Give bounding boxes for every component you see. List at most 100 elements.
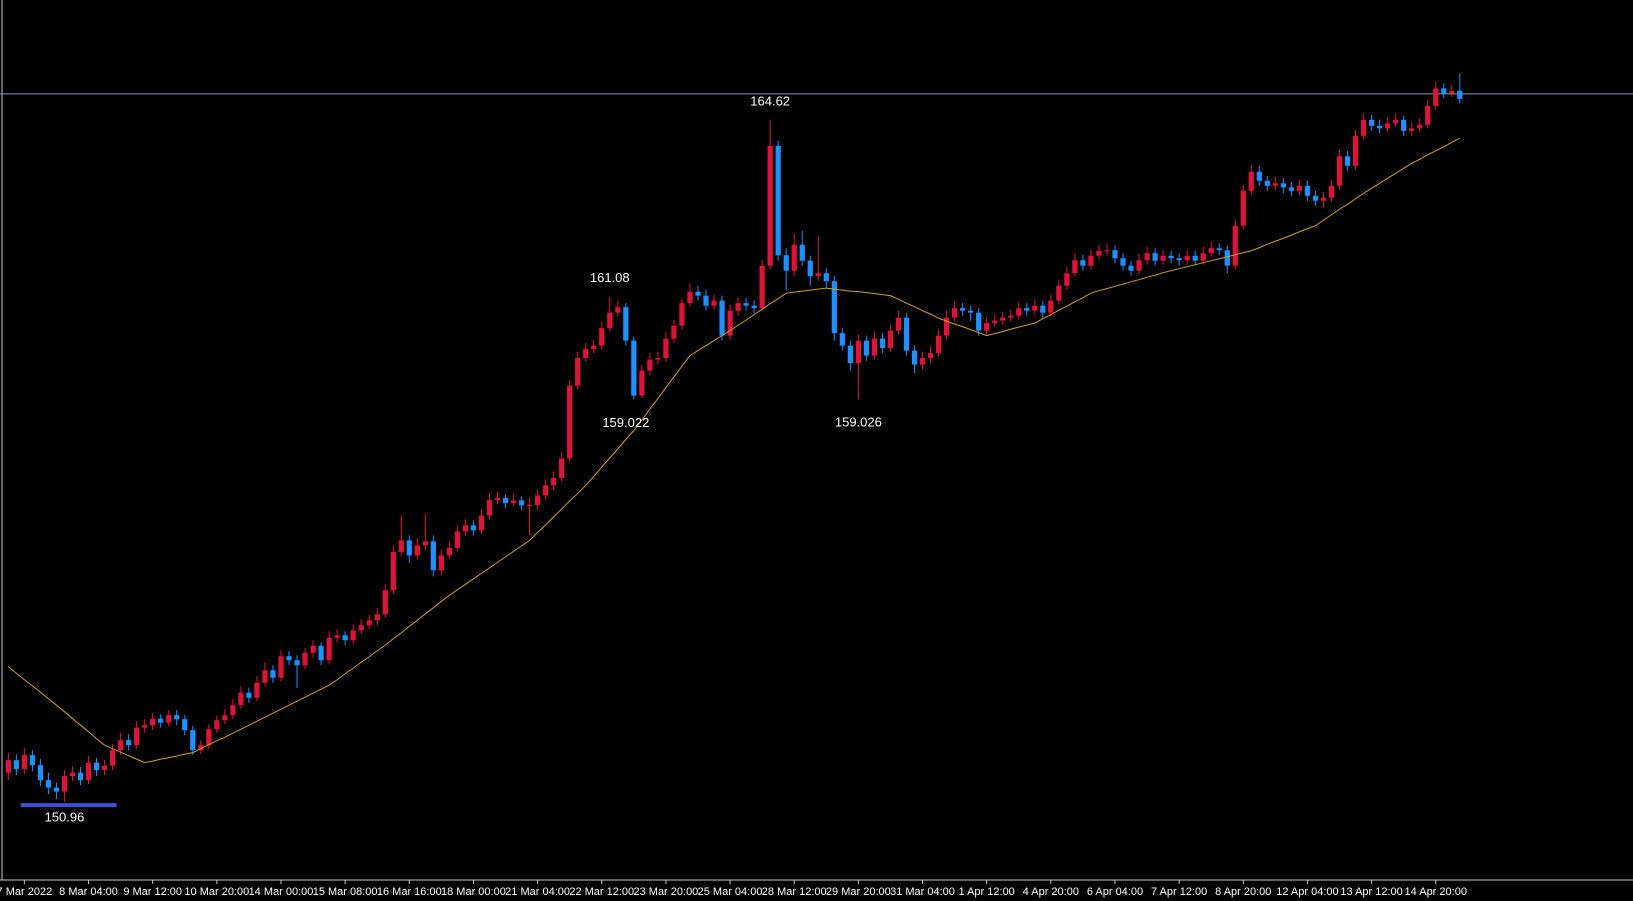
candle-body xyxy=(855,340,861,364)
candle-body xyxy=(863,340,869,356)
candle-body xyxy=(647,359,653,371)
candle-body xyxy=(567,385,573,459)
candle-body xyxy=(262,670,268,683)
candle-body xyxy=(591,345,597,350)
candle-body xyxy=(815,273,821,277)
candle-body xyxy=(1096,250,1102,256)
candle-body xyxy=(350,630,356,641)
candle-body xyxy=(142,725,148,728)
candle-body xyxy=(831,281,837,334)
candle-body xyxy=(1120,258,1126,266)
candle-body xyxy=(390,551,396,591)
x-tick-label: 14 Apr 20:00 xyxy=(1405,886,1467,898)
candle-body xyxy=(414,545,420,556)
candle-body xyxy=(823,273,829,282)
candle-body xyxy=(599,328,605,346)
candle-body xyxy=(791,244,797,271)
candle-body xyxy=(735,303,741,311)
candle-body xyxy=(101,765,108,771)
candle-body xyxy=(1048,300,1054,313)
candle-body xyxy=(1320,197,1327,201)
x-tick-label: 10 Mar 20:00 xyxy=(184,886,249,898)
candle-body xyxy=(310,645,316,653)
candle-body xyxy=(751,305,757,309)
candle-body xyxy=(1088,255,1094,266)
x-tick-label: 18 Mar 00:00 xyxy=(441,886,506,898)
candle-body xyxy=(286,656,292,661)
candle-body xyxy=(61,776,68,792)
candle-body xyxy=(1128,265,1134,271)
candle-body xyxy=(1328,185,1335,198)
x-tick-label: 7 Apr 12:00 xyxy=(1151,886,1207,898)
candle-body xyxy=(1208,248,1214,254)
x-tick-label: 21 Mar 04:00 xyxy=(505,886,570,898)
candle-body xyxy=(534,495,541,505)
candle-body xyxy=(1288,187,1295,191)
candle-body xyxy=(1240,190,1246,226)
candle-body xyxy=(663,338,669,359)
candle-body xyxy=(1296,185,1303,191)
candle-body xyxy=(1417,124,1423,129)
candle-body xyxy=(1377,125,1383,129)
candle-body xyxy=(134,727,140,746)
candle-body xyxy=(13,760,19,770)
candle-body xyxy=(543,485,549,496)
candle-body xyxy=(639,370,645,396)
candle-body xyxy=(1256,171,1262,181)
candle-body xyxy=(1184,255,1190,261)
x-tick-label: 28 Mar 12:00 xyxy=(762,886,827,898)
candle-body xyxy=(695,291,701,296)
x-tick-label: 22 Mar 12:00 xyxy=(569,886,634,898)
candle-body xyxy=(206,729,212,746)
candle-body xyxy=(1024,308,1030,311)
candle-body xyxy=(775,145,781,256)
candle-body xyxy=(382,590,388,615)
candle-body xyxy=(1160,255,1166,261)
candle-body xyxy=(21,755,27,770)
candle-body xyxy=(799,244,805,261)
x-tick-label: 12 Apr 04:00 xyxy=(1276,886,1338,898)
candle-body xyxy=(326,637,332,661)
candle-body xyxy=(1360,119,1367,136)
candle-body xyxy=(671,325,677,339)
candle-body xyxy=(807,260,813,277)
x-tick-label: 31 Mar 04:00 xyxy=(890,886,955,898)
candle-body xyxy=(1433,88,1439,106)
candle-body xyxy=(518,500,525,506)
candle-body xyxy=(655,358,661,360)
candle-body xyxy=(1352,135,1359,166)
candle-body xyxy=(1080,260,1086,266)
candle-body xyxy=(783,255,789,271)
candle-body xyxy=(1112,250,1118,259)
candle-body xyxy=(1136,260,1142,271)
candle-body xyxy=(1168,255,1174,259)
candle-body xyxy=(679,303,685,326)
candle-body xyxy=(1008,315,1014,318)
candle-body xyxy=(903,317,910,351)
candle-body xyxy=(406,540,412,556)
candle-body xyxy=(246,692,252,698)
candle-body xyxy=(85,762,92,781)
candle-body xyxy=(422,541,428,546)
x-tick-label: 1 Apr 12:00 xyxy=(959,886,1015,898)
x-tick-label: 7 Mar 2022 xyxy=(0,886,52,898)
candle-body xyxy=(767,145,773,266)
candle-body xyxy=(960,308,966,311)
candle-body xyxy=(1280,183,1286,188)
candle-body xyxy=(454,531,461,548)
candle-body xyxy=(575,358,581,386)
candle-body xyxy=(109,750,116,766)
candle-body xyxy=(919,358,926,365)
candle-body xyxy=(1016,308,1022,316)
candle-body xyxy=(687,291,693,304)
candle-body xyxy=(711,300,717,306)
price-annotation: 159.026 xyxy=(835,415,882,430)
candle-body xyxy=(398,540,404,552)
candle-body xyxy=(526,504,533,506)
candle-body xyxy=(1216,248,1222,251)
price-annotation: 150.96 xyxy=(45,810,85,825)
candle-body xyxy=(871,338,878,356)
candle-body xyxy=(895,317,902,331)
candle-body xyxy=(190,730,196,751)
